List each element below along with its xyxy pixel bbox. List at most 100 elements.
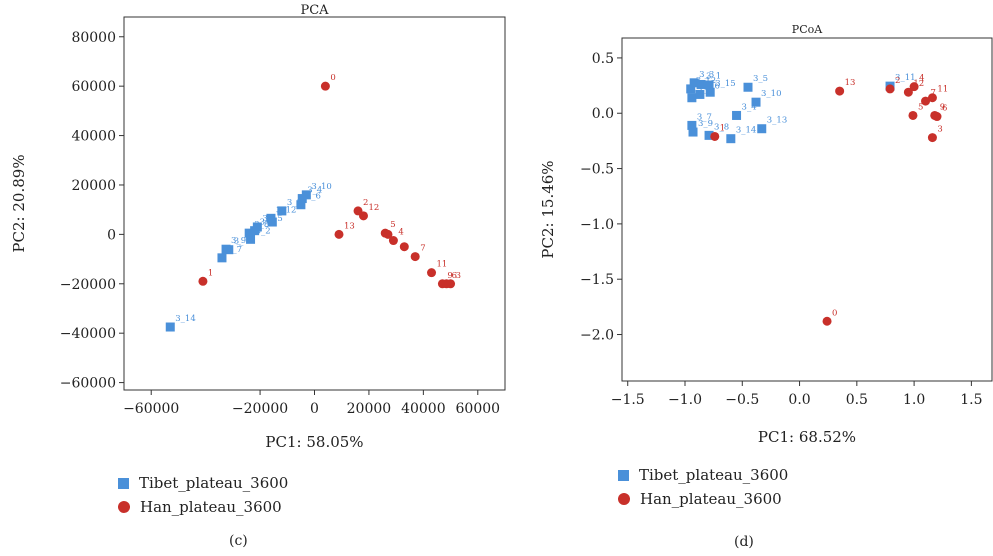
data-point-square bbox=[732, 110, 742, 120]
y-tick-label: 60000 bbox=[71, 79, 116, 95]
data-point-circle bbox=[334, 229, 344, 239]
panel-caption-d: (d) bbox=[734, 534, 754, 550]
chart-title: PCoA bbox=[792, 23, 823, 36]
data-point-label: 3_5 bbox=[287, 198, 302, 208]
data-point-circle bbox=[927, 133, 937, 143]
data-point-square bbox=[704, 80, 714, 90]
x-tick-label: −0.5 bbox=[725, 392, 759, 408]
data-point-label: 2 bbox=[363, 198, 368, 208]
data-point-label: 2 bbox=[895, 76, 900, 86]
data-point-label: 9 bbox=[940, 102, 945, 112]
x-tick-label: 0.0 bbox=[788, 392, 810, 408]
y-tick-label: −0.5 bbox=[580, 162, 614, 178]
data-point-label: 9 bbox=[447, 271, 452, 281]
data-point-square bbox=[751, 97, 761, 107]
x-tick-label: 20000 bbox=[347, 401, 392, 417]
data-point-circle bbox=[932, 112, 942, 122]
data-point-square bbox=[704, 130, 714, 140]
data-point-circle bbox=[710, 131, 720, 141]
data-point-square bbox=[296, 200, 306, 210]
data-point-circle bbox=[909, 82, 919, 92]
data-point-label: 3_1 bbox=[706, 71, 721, 81]
data-point-circle bbox=[921, 96, 931, 106]
chart-title: PCA bbox=[300, 3, 329, 18]
series-tibet: 3_33_123_23_63_13_153_53_103_43_133_73_9… bbox=[686, 70, 916, 144]
data-point-label: 3_4 bbox=[742, 102, 757, 112]
data-point-label: 3_2 bbox=[697, 85, 712, 95]
data-point-label: 3_7 bbox=[697, 112, 712, 122]
data-point-label: 0 bbox=[330, 73, 335, 83]
y-tick-label: −2.0 bbox=[580, 328, 614, 344]
x-tick-label: 60000 bbox=[456, 401, 501, 417]
x-tick-label: 1.5 bbox=[960, 392, 982, 408]
data-point-label: 3_9 bbox=[698, 119, 713, 129]
data-point-square bbox=[743, 82, 753, 92]
data-point-label: 6 bbox=[942, 104, 947, 114]
data-point-label: 3_9 bbox=[231, 236, 246, 246]
data-point-label: 3_10 bbox=[761, 89, 781, 99]
pca-legend: Tibet_plateau_3600 Han_plateau_3600 bbox=[118, 471, 288, 519]
legend-item-tibet: Tibet_plateau_3600 bbox=[618, 463, 788, 487]
data-point-label: 3_14 bbox=[736, 126, 756, 136]
x-tick-label: −1.5 bbox=[611, 392, 645, 408]
data-point-circle bbox=[399, 242, 409, 252]
data-point-circle bbox=[383, 229, 393, 239]
data-point-circle bbox=[320, 81, 330, 91]
data-point-label: 3_5 bbox=[753, 74, 768, 84]
x-tick-label: −1.0 bbox=[668, 392, 702, 408]
data-point-square bbox=[277, 206, 287, 216]
y-tick-label: −1.5 bbox=[580, 272, 614, 288]
legend-item-han: Han_plateau_3600 bbox=[618, 487, 788, 511]
data-point-circle bbox=[927, 93, 937, 103]
data-point-label: 12 bbox=[913, 79, 924, 89]
y-tick-label: −20000 bbox=[60, 277, 116, 293]
circle-marker-icon bbox=[118, 501, 130, 513]
data-point-circle bbox=[446, 279, 456, 289]
pca-chart: PCA −60000 −20000 0 20000 40000 60000 −60000 −40… bbox=[10, 3, 506, 451]
data-point-label: 3_7 bbox=[227, 245, 242, 255]
data-point-label: 3 bbox=[937, 125, 942, 135]
data-point-square bbox=[726, 134, 736, 144]
data-point-label: 3_ bbox=[234, 237, 244, 247]
data-point-label: 5 bbox=[918, 102, 923, 112]
data-point-circle bbox=[822, 316, 832, 326]
x-axis-label: PC1: 68.52% bbox=[758, 428, 856, 446]
data-point-square bbox=[252, 222, 262, 232]
y-tick-label: 40000 bbox=[71, 129, 116, 145]
data-point-label: 1 bbox=[720, 123, 725, 133]
x-tick-label: −20000 bbox=[232, 401, 288, 417]
data-point-label: 11 bbox=[937, 85, 948, 95]
legend-label-han: Han_plateau_3600 bbox=[640, 490, 782, 508]
data-point-circle bbox=[358, 211, 368, 221]
square-marker-icon bbox=[618, 469, 629, 481]
data-point-label: 3_14 bbox=[175, 314, 195, 324]
data-point-label: 3_15 bbox=[715, 79, 735, 89]
y-tick-label: −1.0 bbox=[580, 217, 614, 233]
data-point-label: 12 bbox=[368, 203, 379, 213]
data-point-circle bbox=[427, 268, 437, 278]
data-point-label: 3_6 bbox=[306, 192, 321, 202]
y-axis-label: PC2: 15.46% bbox=[539, 160, 557, 258]
data-point-label: 3_13 bbox=[767, 116, 787, 126]
x-tick-label: 0 bbox=[310, 401, 319, 417]
data-point-square bbox=[687, 93, 697, 103]
data-point-square bbox=[695, 89, 705, 99]
data-point-square bbox=[301, 190, 311, 200]
y-tick-label: −40000 bbox=[60, 326, 116, 342]
data-point-label: 13 bbox=[344, 221, 355, 231]
data-point-label: 3_3 bbox=[699, 70, 714, 80]
data-point-label: 5 bbox=[390, 220, 395, 230]
data-point-label: 4 bbox=[398, 228, 403, 238]
data-point-square bbox=[246, 234, 256, 244]
x-tick-label: 1.0 bbox=[903, 392, 925, 408]
data-point-square bbox=[757, 124, 767, 134]
y-tick-label: 0.0 bbox=[592, 106, 614, 122]
legend-item-han: Han_plateau_3600 bbox=[118, 495, 288, 519]
y-tick-label: 20000 bbox=[71, 178, 116, 194]
data-point-label: 3_11 bbox=[895, 73, 915, 83]
data-point-circle bbox=[903, 87, 913, 97]
data-point-label: 3_4 bbox=[307, 186, 322, 196]
